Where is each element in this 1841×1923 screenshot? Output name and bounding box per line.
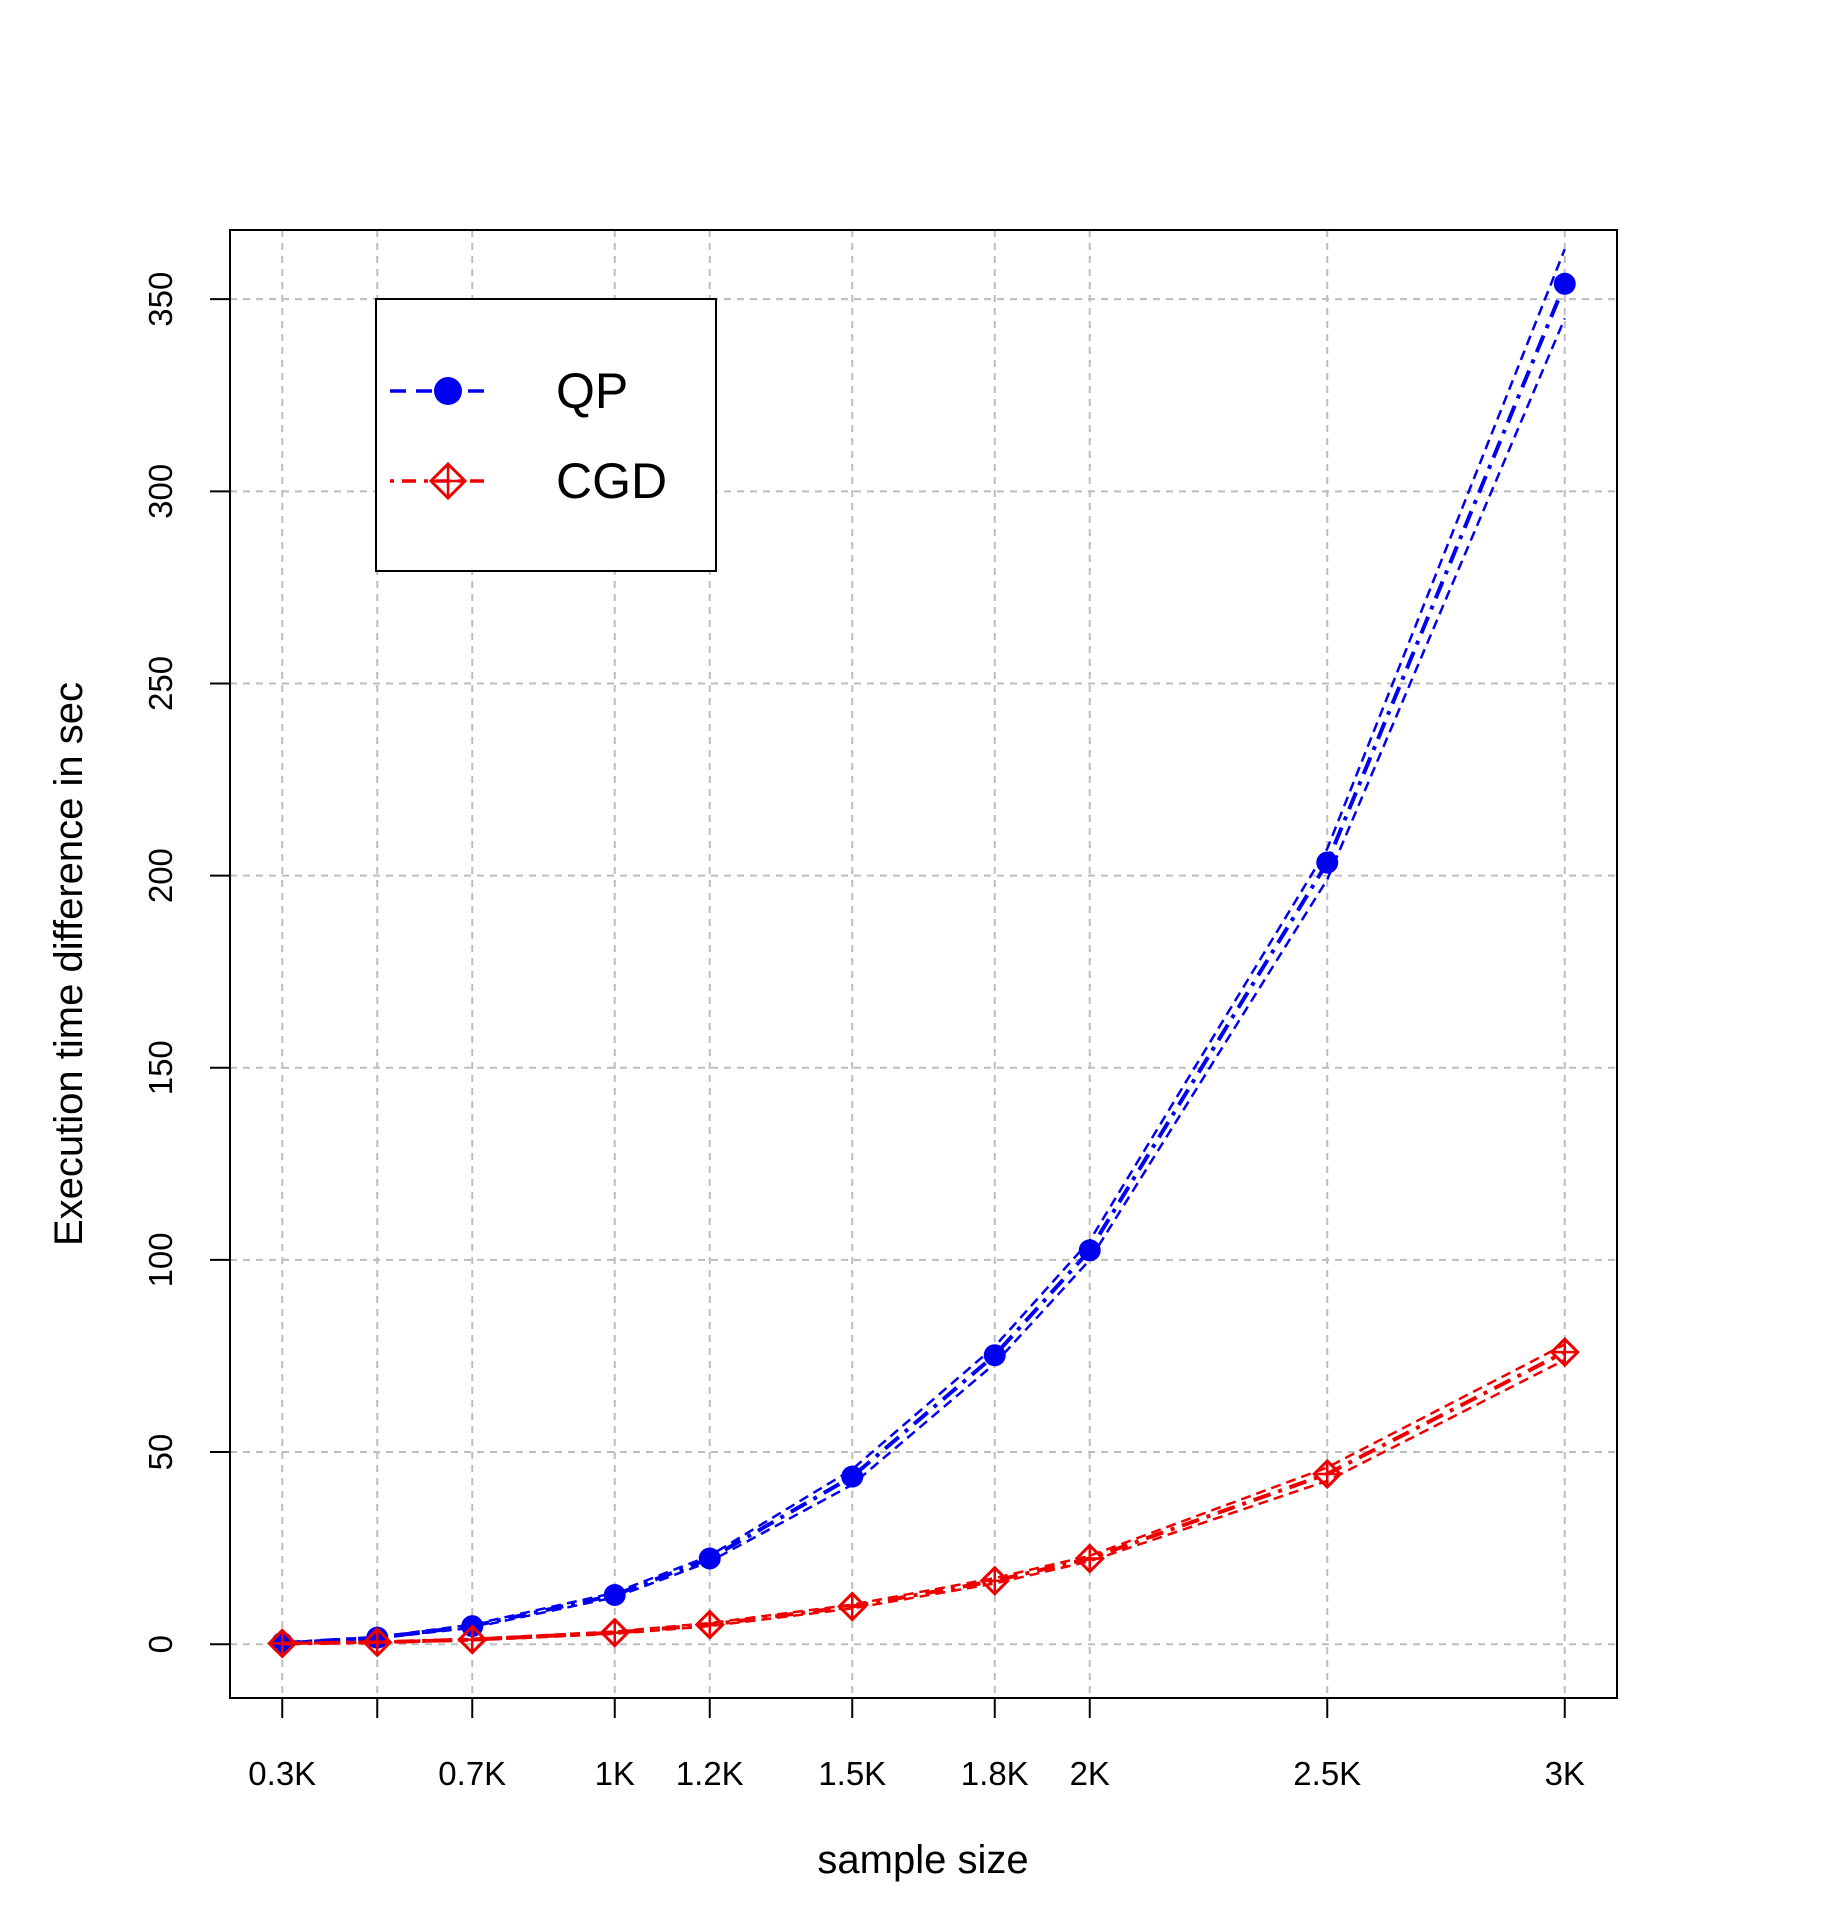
x-axis: 0.3K 0.7K 1K 1.2K 1.5K 1.8K 2K 2.5K 3K xyxy=(248,1698,1585,1792)
data-point xyxy=(267,1628,298,1659)
legend-box xyxy=(375,298,717,572)
data-point xyxy=(841,1465,864,1488)
y-tick-label: 350 xyxy=(142,272,179,327)
series-upper-bound xyxy=(282,1343,1566,1645)
data-point xyxy=(1316,851,1339,874)
y-tick-label: 200 xyxy=(142,848,179,903)
y-tick-label: 300 xyxy=(142,464,179,519)
data-point xyxy=(1312,1458,1343,1490)
y-tick-label: 100 xyxy=(142,1232,179,1287)
data-point xyxy=(1553,272,1576,295)
grid-lines xyxy=(230,230,1617,1698)
x-tick-label: 3K xyxy=(1545,1755,1585,1792)
x-tick-label: 0.3K xyxy=(248,1755,316,1792)
x-tick-label: 1.8K xyxy=(961,1755,1029,1792)
data-point xyxy=(428,461,468,501)
y-tick-label: 0 xyxy=(142,1635,179,1653)
series-lower-bound xyxy=(282,317,1566,1645)
data-point xyxy=(983,1344,1006,1367)
x-tick-label: 0.7K xyxy=(438,1755,506,1792)
x-axis-label: sample size xyxy=(817,1838,1028,1882)
x-tick-label: 1.2K xyxy=(676,1755,744,1792)
data-point xyxy=(698,1547,721,1570)
series-line xyxy=(282,283,1567,1646)
data-point xyxy=(457,1624,488,1655)
legend-label: QP xyxy=(556,363,628,419)
legend-label: CGD xyxy=(556,453,667,509)
x-tick-label: 2.5K xyxy=(1293,1755,1361,1792)
series-line xyxy=(282,1350,1566,1646)
x-tick-label: 2K xyxy=(1070,1755,1110,1792)
x-tick-label: 1K xyxy=(595,1755,635,1792)
y-tick-label: 50 xyxy=(142,1434,179,1471)
data-point xyxy=(1078,1239,1101,1262)
series-lower-bound xyxy=(282,1358,1566,1646)
y-axis-label: Execution time difference in sec xyxy=(47,682,91,1246)
data-point xyxy=(694,1609,725,1640)
series-cgd xyxy=(267,1337,1580,1659)
x-tick-label: 1.5K xyxy=(818,1755,886,1792)
data-point xyxy=(1549,1337,1580,1368)
data-point xyxy=(979,1565,1010,1596)
data-point xyxy=(362,1627,393,1658)
data-point xyxy=(837,1591,868,1622)
y-tick-label: 150 xyxy=(142,1040,179,1095)
plot-frame xyxy=(229,229,1618,1699)
data-point xyxy=(434,377,462,405)
series-layer xyxy=(267,248,1580,1659)
y-axis: 0 50 100 150 200 250 300 350 xyxy=(142,272,230,1653)
legend: QP CGD xyxy=(375,298,717,572)
data-point xyxy=(599,1617,630,1648)
data-point xyxy=(603,1584,626,1607)
data-point xyxy=(1074,1543,1105,1574)
y-tick-label: 250 xyxy=(142,656,179,711)
